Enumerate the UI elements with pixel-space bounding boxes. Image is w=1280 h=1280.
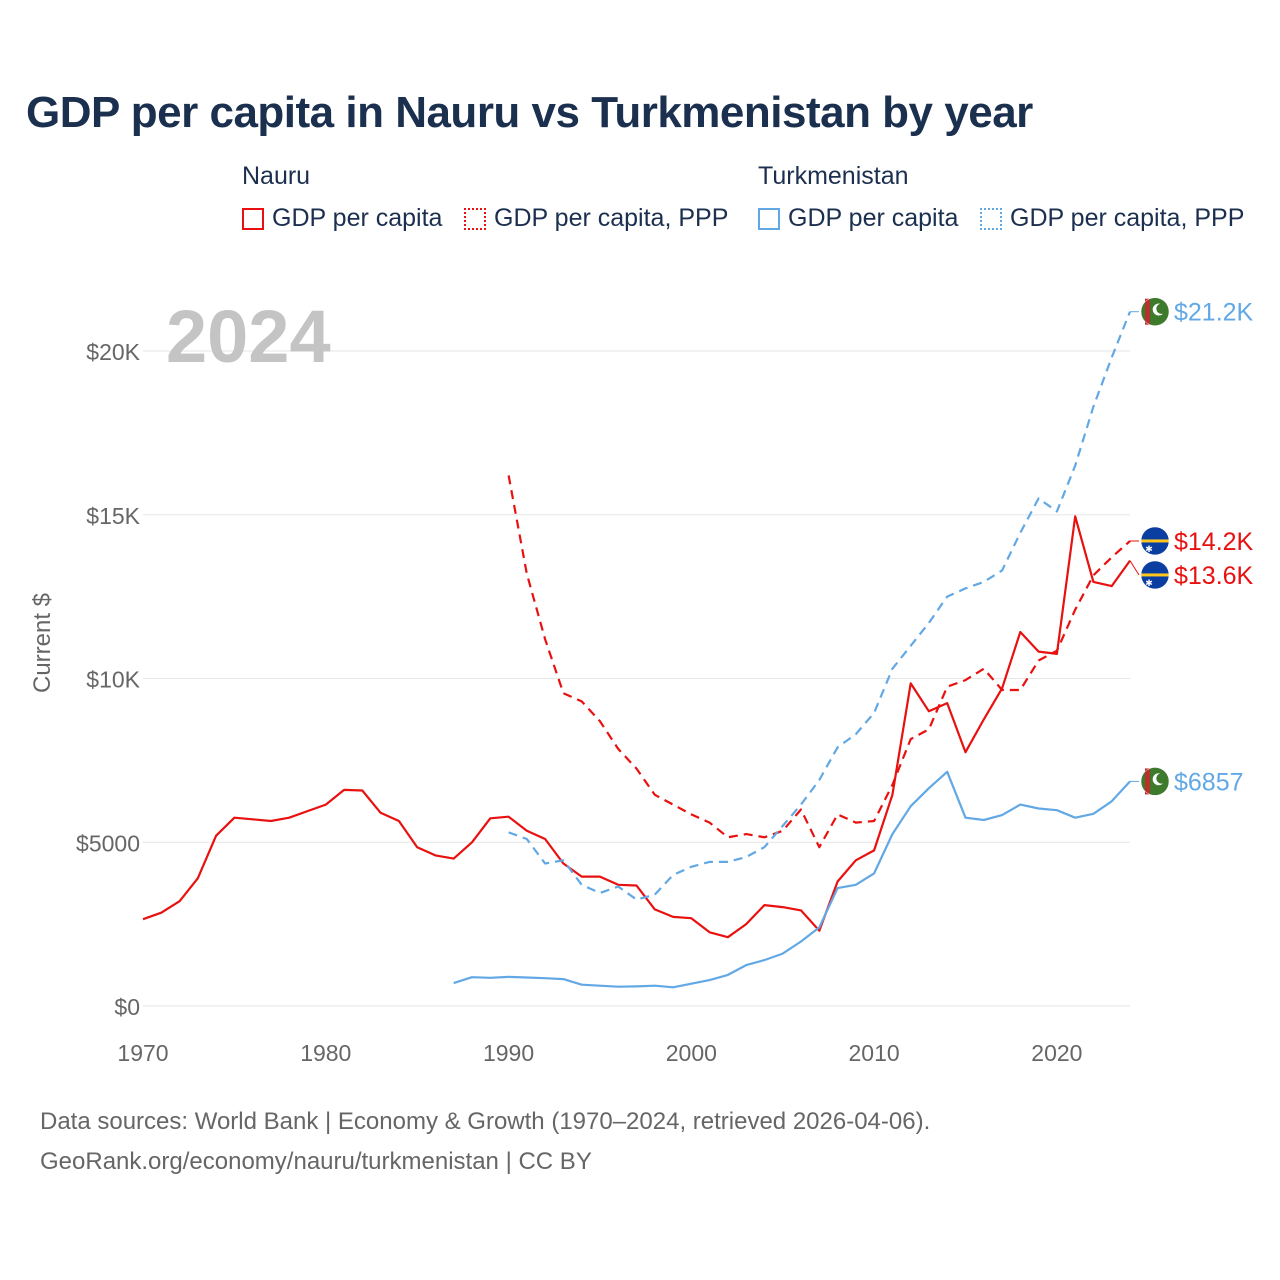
legend-item-nauru-ppp[interactable]: GDP per capita, PPP xyxy=(464,204,728,233)
y-axis-label: Current $ xyxy=(29,593,56,693)
series-line-nauru-solid[interactable] xyxy=(142,515,1131,939)
nauru-flag-icon: ✱ xyxy=(1140,526,1170,556)
legend-label: GDP per capita xyxy=(788,204,959,232)
x-tick-label: 1980 xyxy=(300,1040,351,1066)
end-value-label: $21.2K xyxy=(1174,299,1254,327)
legend-swatch-dotted xyxy=(464,207,486,230)
x-tick-label: 2000 xyxy=(666,1040,717,1066)
footer-link[interactable]: GeoRank.org/economy/nauru/turkmenistan |… xyxy=(40,1148,592,1175)
y-tick-label: $5000 xyxy=(76,830,140,856)
series-line-turkmenistan-solid[interactable] xyxy=(453,770,1131,989)
end-value-label: $14.2K xyxy=(1174,528,1254,556)
legend-group-name: Turkmenistan xyxy=(758,162,909,190)
x-tick-label: 2010 xyxy=(849,1040,900,1066)
series-line-turkmenistan-dashed[interactable] xyxy=(508,311,1132,901)
svg-text:✱: ✱ xyxy=(1145,578,1153,588)
series-line-nauru-dashed[interactable] xyxy=(507,475,1131,849)
y-tick-label: $0 xyxy=(114,994,140,1020)
series-layer xyxy=(142,311,1132,989)
footer-sources: Data sources: World Bank | Economy & Gro… xyxy=(40,1108,931,1135)
y-tick-layer: $0 $5000 $10K $15K $20K xyxy=(76,339,141,1020)
x-tick-label: 1990 xyxy=(483,1040,534,1066)
chart-title: GDP per capita in Nauru vs Turkmenistan … xyxy=(26,88,1033,137)
legend-label: GDP per capita, PPP xyxy=(494,204,729,232)
legend-item-turkmenistan-gdp[interactable]: GDP per capita xyxy=(758,204,958,233)
end-value-label: $6857 xyxy=(1174,768,1244,796)
end-value-label: $13.6K xyxy=(1174,562,1254,590)
legend-label: GDP per capita xyxy=(272,204,443,232)
legend-item-turkmenistan-ppp[interactable]: GDP per capita, PPP xyxy=(980,204,1244,233)
x-tick-label: 2020 xyxy=(1031,1040,1082,1066)
legend-group-name: Nauru xyxy=(242,162,311,190)
year-watermark: 2024 xyxy=(166,295,331,378)
turkmenistan-flag-icon xyxy=(1140,767,1170,796)
legend-swatch-solid xyxy=(758,207,780,230)
end-label-layer: $21.2K ✱ $14.2K ✱ $13.6K $6857 xyxy=(1129,297,1254,796)
nauru-flag-icon: ✱ xyxy=(1140,560,1170,590)
end-label-connector xyxy=(1129,560,1140,576)
turkmenistan-flag-icon xyxy=(1140,297,1170,326)
svg-text:✱: ✱ xyxy=(1145,544,1153,554)
legend-label: GDP per capita, PPP xyxy=(1010,204,1245,232)
grid-layer xyxy=(143,350,1130,1007)
y-tick-label: $15K xyxy=(86,503,140,529)
y-tick-label: $10K xyxy=(86,667,140,693)
legend-item-nauru-gdp[interactable]: GDP per capita xyxy=(242,204,442,233)
legend-swatch-dotted xyxy=(980,207,1002,230)
y-tick-label: $20K xyxy=(86,339,140,365)
x-tick-label: 1970 xyxy=(117,1040,168,1066)
x-tick-layer: 1970 1980 1990 2000 2010 2020 xyxy=(117,1040,1082,1066)
legend-swatch-solid xyxy=(242,207,264,230)
